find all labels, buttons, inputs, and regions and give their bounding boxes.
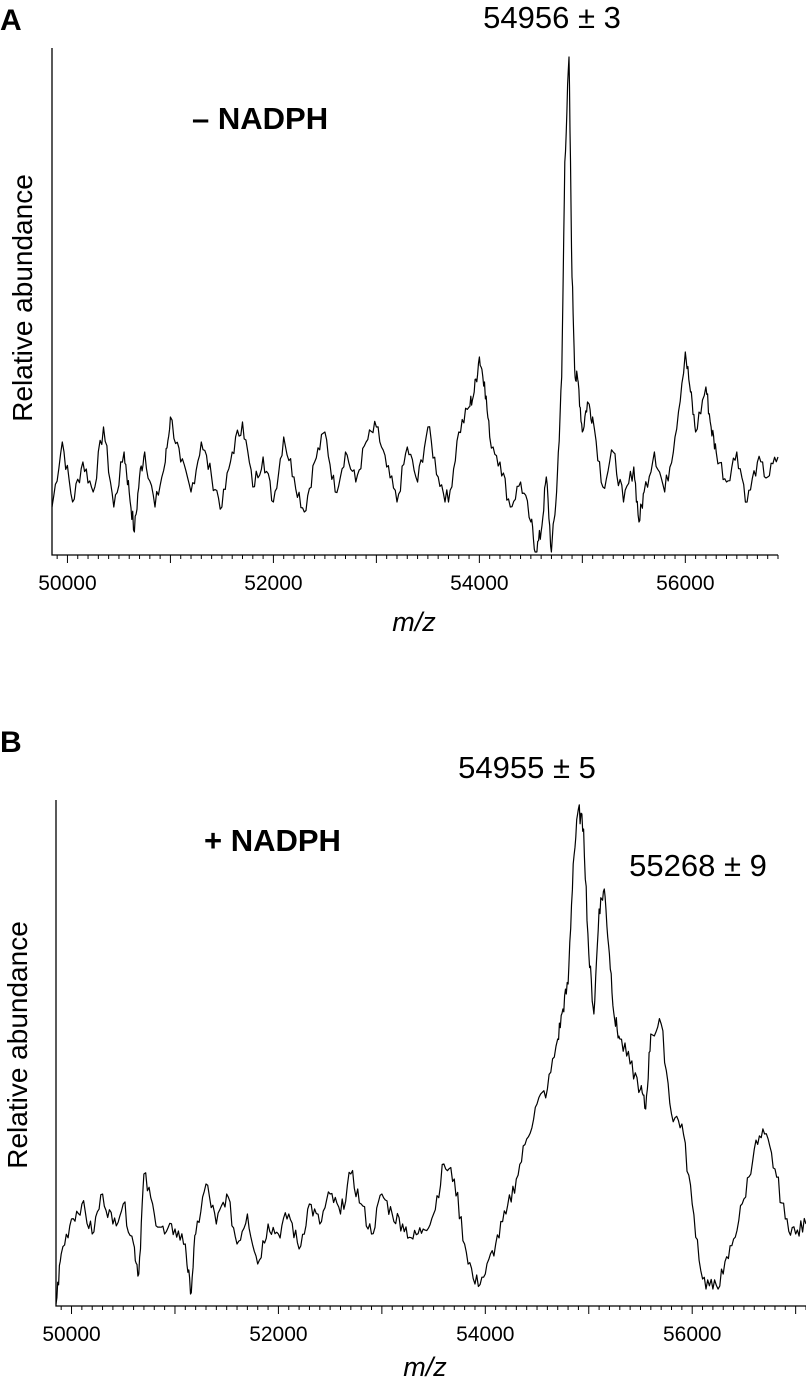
panel-a-y-axis-label: Relative abundance <box>7 174 38 422</box>
panel-a-x-tick-label: 54000 <box>450 572 508 595</box>
panel-a: A 54956 ± 3 – NADPH Relative abundance m… <box>0 0 779 637</box>
panel-a-x-tick-label: 56000 <box>656 572 714 595</box>
panel-b-x-axis-label: m/z <box>403 1352 447 1382</box>
panel-b-x-tick-label: 52000 <box>249 1323 307 1346</box>
panel-b-x-tick-labels: 50000 52000 54000 56000 <box>42 1323 721 1346</box>
panel-b-x-tick-label: 50000 <box>42 1323 100 1346</box>
panel-b-x-ticks <box>60 1306 806 1314</box>
panel-b-spectrum-line <box>55 804 806 1305</box>
panel-a-x-tick-label: 52000 <box>244 572 302 595</box>
panel-b-y-axis-label: Relative abundance <box>2 921 33 1169</box>
panel-a-spectrum-line <box>51 56 779 553</box>
panel-b-letter: B <box>0 726 22 759</box>
panel-a-axes <box>51 48 778 556</box>
panel-a-condition-label: – NADPH <box>192 101 328 136</box>
panel-b-axes <box>55 800 806 1307</box>
panel-a-x-axis-label: m/z <box>392 607 436 637</box>
panel-a-letter: A <box>0 4 22 37</box>
panel-a-x-tick-labels: 50000 52000 54000 56000 <box>38 572 714 595</box>
panel-b-peak-label-1: 54955 ± 5 <box>458 750 596 785</box>
panel-b-x-tick-label: 54000 <box>456 1323 514 1346</box>
panel-b-condition-label: + NADPH <box>204 823 341 858</box>
panel-b-peak-label-2: 55268 ± 9 <box>629 848 767 883</box>
panel-a-x-ticks <box>56 555 779 563</box>
panel-a-peak-label: 54956 ± 3 <box>483 0 621 35</box>
panel-b-x-tick-label: 56000 <box>663 1323 721 1346</box>
panel-b: B 54955 ± 5 55268 ± 9 + NADPH Relative a… <box>0 726 806 1382</box>
panel-a-x-tick-label: 50000 <box>38 572 96 595</box>
